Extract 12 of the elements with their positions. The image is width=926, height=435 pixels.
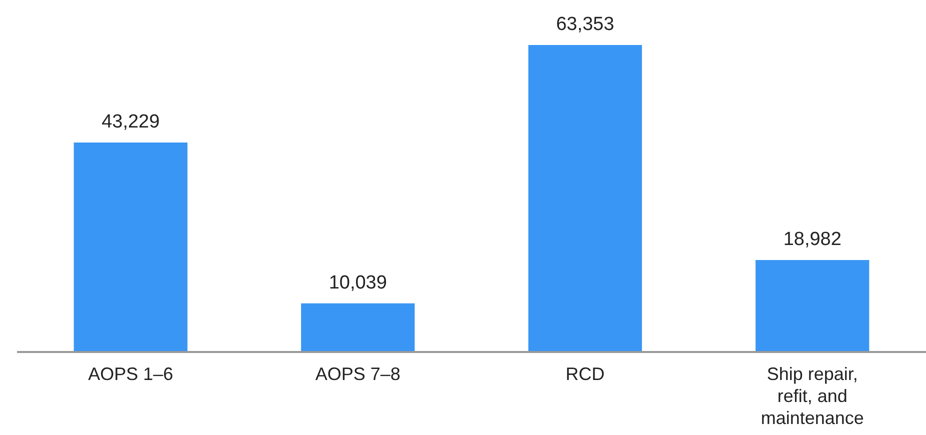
- data-label: 10,039: [328, 272, 387, 294]
- x-tick-label: AOPS 7–8: [315, 364, 400, 384]
- bar: [528, 45, 642, 352]
- x-tick-label: AOPS 1–6: [88, 364, 174, 384]
- bar: [74, 142, 188, 352]
- x-tick-label: RCD: [566, 364, 605, 384]
- bar: [301, 303, 415, 352]
- data-label: 18,982: [783, 229, 842, 250]
- data-label: 43,229: [102, 112, 160, 133]
- data-label: 63,353: [556, 14, 614, 35]
- bar: [756, 260, 870, 352]
- x-tick-label: Ship repair, refit, and maintenance: [760, 364, 864, 428]
